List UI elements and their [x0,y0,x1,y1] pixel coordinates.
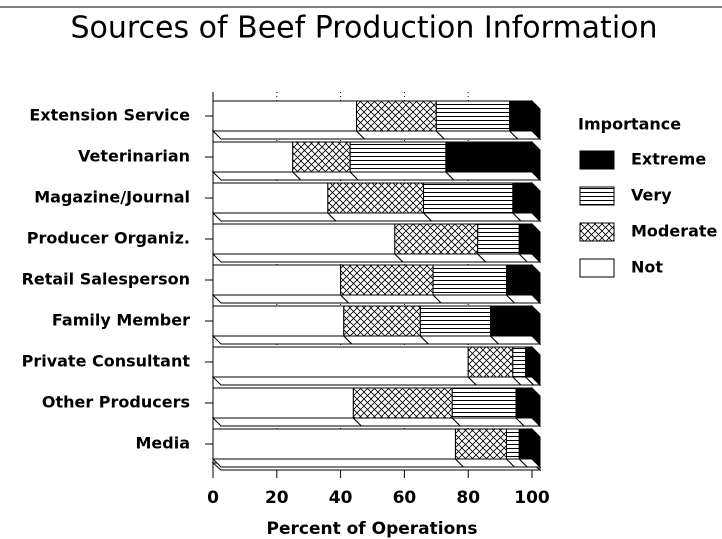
x-tick-label: 80 [456,488,480,508]
y-tick-label: Extension Service [29,106,190,125]
bar-side [531,222,541,264]
bar-side [531,345,541,387]
x-tick-label: 40 [329,488,353,508]
y-tick-label: Magazine/Journal [34,188,190,207]
bar-segment [212,141,294,173]
bar-depth [326,212,433,222]
bar-segment [445,141,533,173]
y-tick-label: Private Consultant [22,352,191,371]
chart-title: Sources of Beef Production Information [70,11,657,46]
bar-segment [518,223,533,255]
bar-segment [356,100,437,132]
bar-segment [327,182,425,214]
legend-label: Extreme [631,150,706,169]
y-tick-label: Retail Salesperson [22,270,190,289]
bar-depth [211,376,478,386]
bar-depth [211,212,338,222]
bar-side [531,304,541,346]
legend-swatch [579,150,615,170]
bar-side [531,140,541,182]
bar-segment [509,100,533,132]
bar-depth [348,171,456,181]
bar-segment [505,264,533,296]
bar-segment [212,428,456,460]
bar-depth [454,458,516,468]
bar-segment [505,428,520,460]
legend-label: Not [631,258,663,277]
x-tick-label: 0 [207,488,219,508]
bar-segment [292,141,351,173]
legend-label: Very [631,186,672,205]
bar-segment [212,305,345,337]
bar-segment [490,305,533,337]
bar-segment [512,182,533,214]
x-tick-label: 100 [514,488,550,508]
bar-depth [444,171,542,181]
bar-segment [518,428,533,460]
legend-label: Moderate [631,222,718,241]
bar-depth [342,335,430,345]
bar-side [531,427,541,469]
x-tick-label: 20 [265,488,289,508]
x-axis-title: Percent of Operations [267,519,478,539]
bar-segment [212,264,342,296]
bar-segment [212,223,396,255]
bar-side [531,386,541,428]
bar-segment [419,305,492,337]
bar-segment [435,100,511,132]
bar-segment [212,387,354,419]
bar-depth [355,130,446,140]
bar-segment [454,428,507,460]
bar-segment [512,346,527,378]
bar-depth [431,294,516,304]
bar-depth [419,335,500,345]
y-tick-label: Other Producers [42,393,190,412]
legend-title: Importance [578,115,681,134]
bar-segment [477,223,520,255]
bar-segment [394,223,479,255]
bar-side [531,181,541,223]
bar-depth [211,335,353,345]
y-tick-label: Producer Organiz. [27,229,190,248]
bar-depth [211,294,350,304]
bar-depth [291,171,360,181]
bar-segment [467,346,514,378]
bar-depth [211,458,465,468]
y-tick-label: Media [135,434,190,453]
bar-segment [349,141,447,173]
bar-segment [343,305,421,337]
bar-depth [211,417,363,427]
bar-depth [339,294,443,304]
bar-segment [212,182,329,214]
bar-depth [466,376,523,386]
x-tick-label: 60 [393,488,417,508]
bar-depth [435,130,519,140]
y-tick-label: Veterinarian [78,147,190,166]
bar-side [531,99,541,141]
bar-depth [211,130,366,140]
legend-swatch [579,222,615,242]
bar-segment [212,100,358,132]
bar-segment [212,346,469,378]
bar-depth [352,417,462,427]
bar-segment [432,264,507,296]
bar-depth [451,417,526,427]
bar-depth [422,212,523,222]
bar-depth [211,253,405,263]
bar-segment [340,264,434,296]
bar-side [531,263,541,305]
bar-segment [423,182,514,214]
legend-swatch [579,186,615,206]
legend-swatch [579,258,615,278]
bar-segment [525,346,533,378]
bar-depth [393,253,487,263]
bar-segment [515,387,533,419]
bar-depth [211,171,302,181]
bar-segment [451,387,517,419]
bar-segment [352,387,453,419]
y-tick-label: Family Member [52,311,190,330]
